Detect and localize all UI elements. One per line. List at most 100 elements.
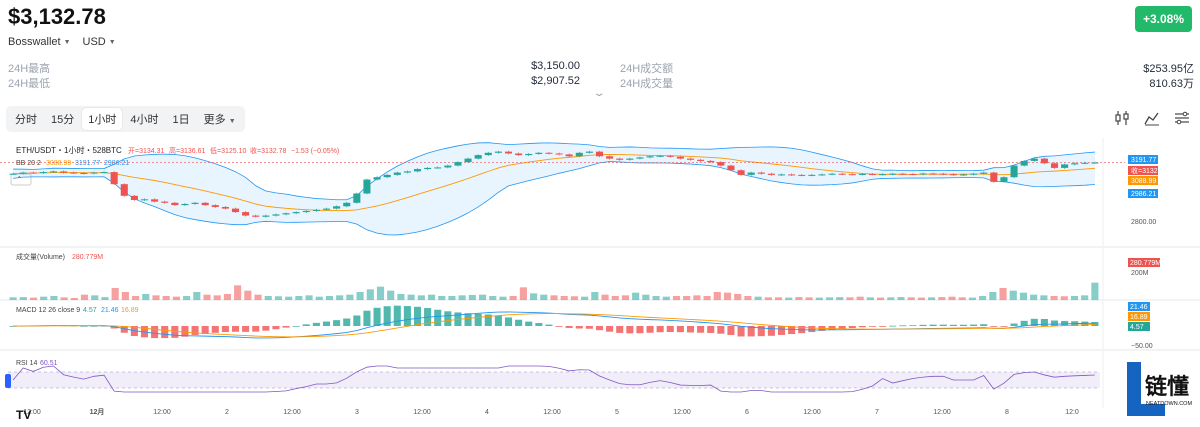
chevron-down-icon: ▼ bbox=[63, 38, 71, 46]
candle-body bbox=[1061, 164, 1069, 168]
price-change-badge: +3.08% bbox=[1134, 6, 1192, 32]
candle-body bbox=[221, 206, 229, 209]
macd-hist-bar bbox=[1020, 320, 1028, 326]
macd-hist-bar bbox=[474, 313, 482, 326]
volume-bar bbox=[387, 290, 395, 300]
volume-bar bbox=[703, 296, 711, 300]
macd-hist-bar bbox=[231, 326, 240, 332]
tab-timeframe-3[interactable]: 4小时 bbox=[130, 114, 159, 126]
volume-bar bbox=[836, 297, 844, 300]
candle-body bbox=[393, 172, 401, 175]
macd-hist-bar bbox=[1030, 318, 1038, 326]
volume-bar bbox=[815, 297, 823, 300]
candle-body bbox=[575, 152, 583, 157]
chart-area[interactable]: ETH/USDT・1小时・528BTC 开=3134.31 高=3136.61 … bbox=[0, 138, 1200, 427]
price-chart[interactable]: ETH/USDT・1小时・528BTC 开=3134.31 高=3136.61 … bbox=[0, 138, 1200, 427]
volume-bar bbox=[1019, 292, 1028, 300]
macd-hist-bar bbox=[686, 326, 695, 333]
candle-body bbox=[737, 170, 745, 175]
macd-hist-bar bbox=[697, 326, 705, 333]
x-axis-label: 7 bbox=[875, 409, 879, 416]
expand-stats-chevron-icon[interactable]: ⌄ bbox=[592, 88, 606, 99]
x-axis-label: 3 bbox=[355, 409, 359, 416]
candle-body bbox=[868, 173, 877, 175]
candle-body bbox=[525, 153, 533, 156]
tradingview-logo-icon: TV bbox=[16, 408, 31, 422]
volume-bar bbox=[866, 297, 874, 300]
wallet-selector[interactable]: Bosswallet ▼ bbox=[8, 36, 71, 48]
macd-hist-bar bbox=[312, 322, 320, 326]
candle-body bbox=[777, 174, 786, 176]
macd-hist-bar bbox=[616, 326, 624, 333]
settings-sliders-icon[interactable] bbox=[1174, 110, 1190, 126]
volume-bar bbox=[887, 297, 895, 300]
candle-body bbox=[191, 202, 199, 204]
tab-timeframe-4[interactable]: 1日 bbox=[172, 114, 190, 126]
volume-bar bbox=[121, 292, 129, 300]
candle-body bbox=[798, 174, 806, 176]
x-axis-label: 12:00 bbox=[413, 409, 431, 416]
line-chart-icon[interactable] bbox=[1144, 110, 1160, 126]
macd-label: MACD 12 26 close 9 bbox=[16, 307, 80, 314]
candle-body bbox=[1010, 165, 1018, 178]
bb-mid-value: 3088.99 bbox=[46, 160, 71, 167]
candle-body bbox=[302, 210, 310, 213]
macd-hist-bar bbox=[464, 313, 472, 326]
chevron-down-icon: ▼ bbox=[108, 38, 116, 46]
macd-hist-bar bbox=[585, 326, 593, 329]
selector-row: Bosswallet ▼ USD ▼ bbox=[8, 36, 116, 48]
macd-hist-bar bbox=[1040, 318, 1048, 326]
macd-hist-bar bbox=[595, 326, 604, 331]
volume-bar bbox=[376, 286, 385, 300]
volume-bar bbox=[581, 296, 589, 300]
volume-bar bbox=[183, 296, 191, 300]
left-scroll-handle[interactable] bbox=[5, 374, 11, 388]
volume-bar bbox=[70, 298, 78, 300]
volume-bar bbox=[877, 297, 885, 300]
currency-selector[interactable]: USD ▼ bbox=[83, 36, 116, 48]
volume-axis-label: 200M bbox=[1131, 270, 1149, 277]
macd-hist-bar bbox=[80, 325, 88, 327]
macd-hist-bar bbox=[484, 314, 492, 326]
macd-hist-bar bbox=[434, 309, 442, 326]
macd-hist-bar bbox=[879, 326, 887, 327]
candle-body bbox=[80, 173, 88, 175]
tab-timeframe-0[interactable]: 分时 bbox=[15, 114, 37, 126]
macd-hist-bar bbox=[747, 326, 755, 337]
macd-hist-bar bbox=[676, 326, 684, 333]
candle-body bbox=[39, 172, 47, 174]
macd-hist-bar bbox=[808, 326, 816, 333]
macd-hist-bar bbox=[515, 319, 523, 326]
candle-body bbox=[980, 172, 988, 174]
volume-bar bbox=[203, 294, 211, 300]
x-axis-label: 12:00 bbox=[23, 409, 41, 416]
macd-hist-bar bbox=[788, 326, 796, 335]
candle-body bbox=[9, 173, 17, 175]
macd-hist-bar bbox=[929, 324, 937, 326]
volume-bar bbox=[438, 296, 446, 300]
volume-bar bbox=[285, 296, 293, 300]
volume-bar bbox=[172, 296, 180, 300]
tab-timeframe-1[interactable]: 15分 bbox=[51, 114, 75, 126]
volume-24h-label: 24H成交量 bbox=[620, 78, 674, 90]
candle-body bbox=[949, 174, 957, 176]
indicators-icon[interactable] bbox=[1114, 110, 1130, 126]
brand-domain: NEATDOWN.COM bbox=[1146, 401, 1192, 407]
candle-body bbox=[1050, 163, 1059, 168]
macd-hist-bar bbox=[646, 326, 654, 333]
candle-body bbox=[130, 195, 138, 200]
candle-body bbox=[90, 172, 98, 174]
macd-hist-bar bbox=[838, 326, 846, 329]
candle-body bbox=[1091, 162, 1099, 164]
volume-bar bbox=[785, 297, 793, 300]
candle-body bbox=[939, 173, 947, 175]
volume-bar bbox=[999, 288, 1007, 300]
candle-body bbox=[484, 152, 492, 156]
more-timeframes-button[interactable]: 更多 ▼ bbox=[198, 108, 242, 130]
candle-body bbox=[1030, 158, 1038, 161]
volume-bar bbox=[142, 294, 150, 300]
candle-body bbox=[413, 169, 422, 172]
macd-hist-bar bbox=[939, 324, 947, 326]
tab-timeframe-2[interactable]: 1小时 bbox=[82, 108, 123, 130]
volume-bar bbox=[213, 295, 221, 300]
